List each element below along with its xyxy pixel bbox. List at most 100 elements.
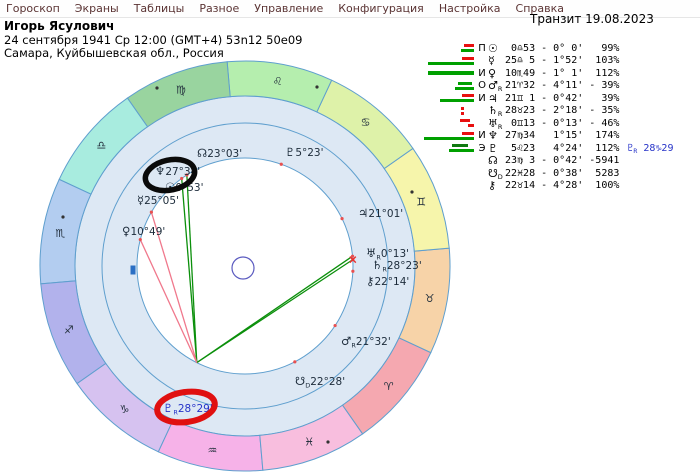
transit-pluto-position-note: ♇R 28♑29 (627, 142, 674, 155)
aspect-strength-bars (424, 117, 476, 129)
transit-ring-divider (101, 122, 389, 410)
zodiac-glyph-pisces: ♓ (304, 436, 314, 449)
mars-glyph-icon: ♂R (488, 79, 503, 94)
aspect-row-sun[interactable]: П ☉ 0♎53 - 0° 0' 99% (424, 42, 698, 55)
zodiac-sector-pisces[interactable] (259, 404, 364, 471)
zodiac-glyph-cancer: ♋ (361, 116, 371, 129)
aspect-line-to-mercury (150, 211, 198, 363)
menu-item-таблицы[interactable]: Таблицы (133, 2, 185, 15)
planet-position-text: 0♎53 - 0° 0' 99% (505, 42, 620, 54)
planet-label-mars[interactable]: ♂R21°32' (341, 334, 391, 350)
menu-item-разное[interactable]: Разное (199, 2, 240, 15)
planet-label-jupiter[interactable]: ♃21°01' (358, 206, 403, 220)
menu-item-справка[interactable]: Справка (515, 2, 564, 15)
projection-dot-jupiter (340, 217, 344, 221)
projection-dot-south-node (293, 360, 297, 364)
aspect-row-mercury[interactable]: ☿ 25♎ 5 - 1°52' 103% (424, 54, 698, 68)
mercury-glyph-icon: ☿ (488, 54, 495, 68)
cusp-tick-marker (130, 265, 136, 275)
aspect-strength-bars (424, 142, 476, 154)
planet-label-south-node[interactable]: ☋D22°28' (295, 374, 345, 390)
menu-item-конфигурация[interactable]: Конфигурация (338, 2, 424, 15)
planet-position-text: 5♌23 4°24' 112% (505, 142, 620, 154)
aspect-type-letter: И (478, 130, 486, 142)
planet-label-saturn[interactable]: ♄R28°23' (372, 258, 422, 274)
planet-position-text: 27♍34 1°15' 174% (505, 130, 620, 142)
zodiac-glyph-scorpio: ♏ (55, 227, 65, 240)
planet-label-north-node[interactable]: ☊23°03' (197, 146, 242, 160)
aspect-strength-bars (424, 42, 476, 54)
planet-position-text: 25♎ 5 - 1°52' 103% (505, 55, 620, 67)
planet-position-text: 22♓28 - 0°38' 5283 (505, 167, 620, 179)
chiron-glyph-icon: ⚷ (488, 179, 497, 193)
planet-position-text: 28♉23 - 2°18' - 35% (505, 105, 620, 117)
planet-label-transit-pluto[interactable]: ♇R28°29' (163, 401, 213, 417)
planet-position-text: 0♊13 - 0°13' - 46% (505, 117, 620, 129)
jupiter-glyph-icon: ♃ (488, 91, 498, 105)
menu-bar: Гороскоп Экраны Таблицы Разное Управление Кон… (0, 0, 700, 18)
planet-label-uranus[interactable]: ♅R0°13' (366, 246, 409, 262)
menu-item-экраны[interactable]: Экраны (74, 2, 119, 15)
menu-item-гороскоп[interactable]: Гороскоп (6, 2, 60, 15)
zodiac-glyph-aquarius: ♒ (208, 444, 218, 457)
projection-dot-pluto (279, 162, 283, 166)
ring-dot-marker (326, 440, 330, 444)
aspect-row-venus[interactable]: И ♀ 10♏49 - 1° 1' 112% (424, 67, 698, 80)
planet-position-text: 21♊ 1 - 0°42' 39% (505, 92, 620, 104)
aspect-row-neptune[interactable]: И ♆ 27♍34 1°15' 174% (424, 129, 698, 143)
aspect-type-letter: И (478, 67, 486, 79)
birth-data-line: 24 сентября 1941 Ср 12:00 (GMT+4) 53n12 … (4, 33, 303, 47)
saturn-glyph-icon: ♄R (488, 104, 503, 119)
inner-circle (136, 157, 354, 375)
aspect-row-saturn[interactable]: ♄R 28♉23 - 2°18' - 35% (424, 104, 698, 119)
aspect-row-jupiter[interactable]: И ♃ 21♊ 1 - 0°42' 39% (424, 92, 698, 105)
chart-center-circle (231, 256, 255, 280)
menu-item-настройка[interactable]: Настройка (438, 2, 501, 15)
transit-aspect-table: П ☉ 0♎53 - 0° 0' 99% ☿ 25♎ 5 - 1°52' 103% И ♀… (424, 42, 698, 192)
aspect-type-letter: О (478, 80, 486, 92)
north-node-glyph-icon: ☊ (488, 154, 498, 168)
projection-dot-sun (180, 176, 184, 181)
aspect-strength-bars (424, 55, 476, 67)
aspect-type-letter: И (478, 92, 486, 104)
planet-label-venus[interactable]: ♀10°49' (122, 224, 165, 238)
neptune-glyph-icon: ♆ (488, 129, 498, 143)
ring-dot-marker (155, 86, 159, 90)
natal-wheel-chart[interactable]: ♈♉♊♋♌♍♎♏♐♑♒♓☉0°53'☿25°05'♀10°49'♂R21°32'… (25, 50, 465, 473)
zodiac-glyph-sagittarius: ♐ (64, 324, 74, 337)
aspect-row-uranus[interactable]: ♅R 0♊13 - 0°13' - 46% (424, 116, 698, 131)
zodiac-glyph-taurus: ♉ (425, 292, 435, 305)
aspect-row-mars[interactable]: О ♂R 21♈32 - 4°11' - 39% (424, 79, 698, 94)
aspect-exact-cross-icon (349, 256, 357, 264)
south-node-glyph-icon: ☋D (488, 166, 503, 181)
ring-dot-marker (410, 190, 414, 194)
planet-label-chiron[interactable]: ⚷22°14' (366, 274, 409, 288)
zodiac-glyph-gemini: ♊ (416, 195, 426, 208)
aspect-line-to-sun (181, 178, 198, 363)
aspect-row-south-node[interactable]: ☋D 22♓28 - 0°38' 5283 (424, 166, 698, 181)
projection-dot-chiron (351, 269, 355, 273)
menu-item-управление[interactable]: Управление (254, 2, 324, 15)
uranus-glyph-icon: ♅R (488, 116, 503, 131)
sun-glyph-icon: ☉ (488, 41, 498, 55)
planet-label-pluto[interactable]: ♇5°23' (285, 145, 324, 159)
aspect-strength-bars (424, 180, 476, 192)
aspect-strength-bars (424, 92, 476, 104)
planet-label-mercury[interactable]: ☿25°05' (137, 193, 179, 207)
birth-place-line: Самара, Куйбышевская обл., Россия (4, 46, 224, 60)
aspect-strength-bars (424, 105, 476, 117)
zodiac-glyph-virgo: ♍ (176, 83, 186, 96)
aspect-row-north-node[interactable]: ☊ 23♍ 3 - 0°42' -5941 (424, 154, 698, 168)
zodiac-glyph-leo: ♌ (273, 75, 283, 88)
aspect-strength-bars (424, 67, 476, 79)
aspect-strength-bars (424, 167, 476, 179)
projection-dot-mercury (149, 210, 153, 214)
aspect-row-pluto[interactable]: Э ♇ 5♌23 4°24' 112% ♇R 28♑29 (424, 142, 698, 155)
transit-date-title: Транзит 19.08.2023 (530, 12, 654, 26)
aspect-strength-bars (424, 130, 476, 142)
projection-dot-uranus (350, 254, 355, 258)
aspect-row-chiron[interactable]: ⚷ 22♉14 - 4°28' 100% (424, 179, 698, 193)
venus-glyph-icon: ♀ (488, 66, 497, 80)
aspect-line-to-uranus (196, 255, 353, 364)
